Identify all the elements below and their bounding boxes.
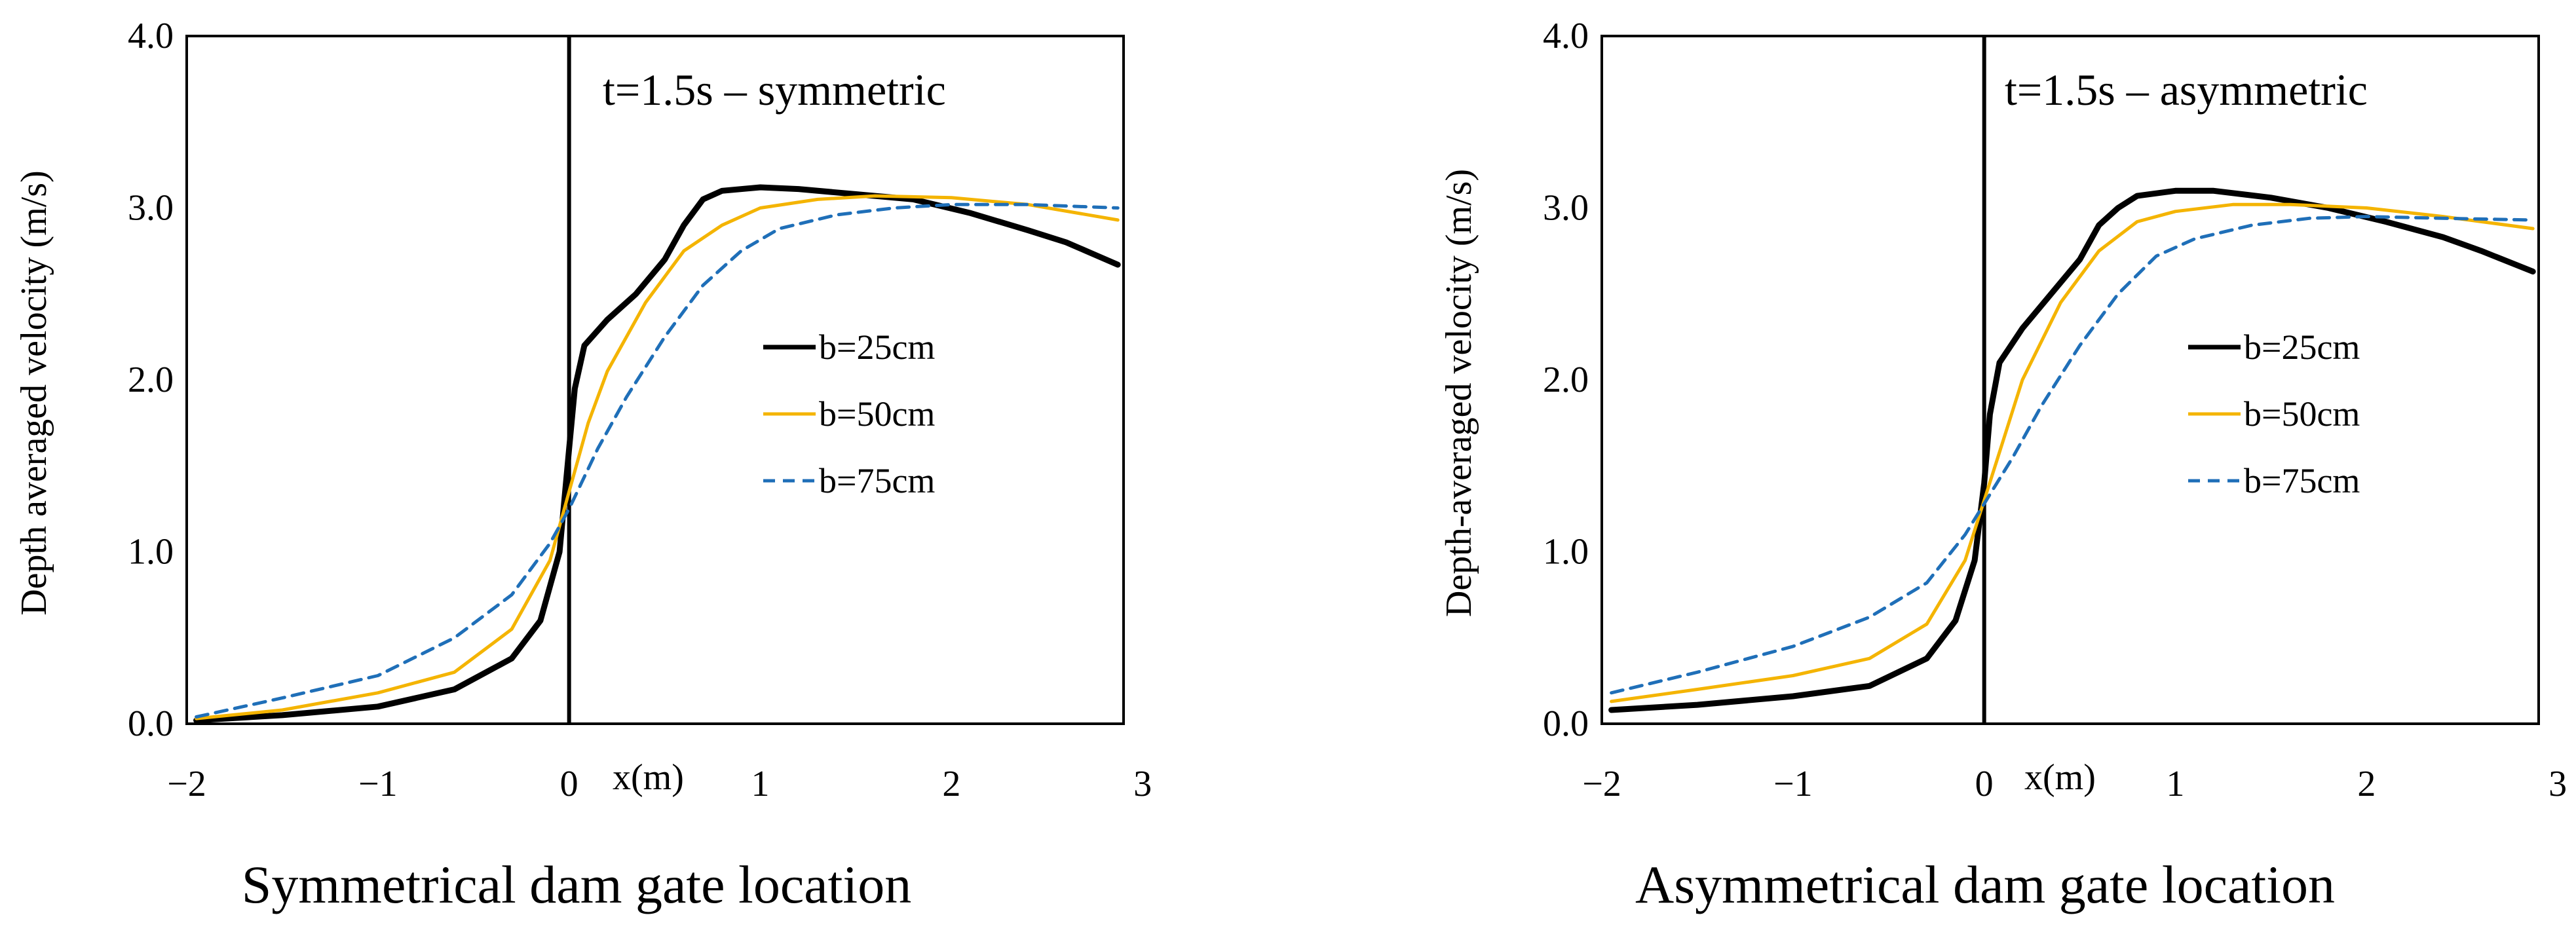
chart-caption: Asymmetrical dam gate location [1635,855,2335,914]
legend-label-b25: b=25cm [819,327,935,367]
series-line-b50cm [195,194,1120,720]
legend-label-b50: b=50cm [819,394,935,434]
series-line-b25cm [193,184,1121,724]
y-tick-label: 2.0 [128,360,174,400]
y-tick-label: 4.0 [1543,16,1589,56]
x-tick-label: 2 [2357,764,2376,804]
x-tick-label: −2 [167,764,206,804]
x-tick-label: 0 [560,764,578,804]
y-axis-label: Depth-averaged velocity (m/s) [1439,169,1479,617]
series-line-b50cm [1610,202,2535,703]
plot-frame [185,35,1125,725]
legend: b=25cm b=50cm b=75cm [2188,327,2360,500]
chart-title: t=1.5s – asymmetric [2005,65,2368,115]
chart-asymmetric: 0.0 1.0 2.0 3.0 4.0 −2 −1 0 1 2 3 t=1.5s – asymmet… [1439,16,2567,914]
x-tick-label: −2 [1582,764,1621,804]
legend: b=25cm b=50cm b=75cm [763,327,935,500]
x-axis-label: x(m) [613,757,684,798]
series-line-b75cm [1610,215,2535,695]
y-tick-label: 2.0 [1543,360,1589,400]
y-tick-label: 0.0 [1543,703,1589,744]
plot-frame [1601,35,2540,725]
x-tick-label: 0 [1975,764,1994,804]
x-tick-label: −1 [358,764,398,804]
y-tick-label: 1.0 [128,532,174,572]
legend-label-b50: b=50cm [2244,394,2360,434]
x-tick-label: 1 [2167,764,2185,804]
x-tick-label: 3 [2548,764,2567,804]
y-tick-label: 3.0 [1543,188,1589,229]
y-axis-label: Depth averaged velocity (m/s) [14,170,54,616]
series-line-b75cm [195,202,1120,719]
x-tick-label: 1 [751,764,770,804]
y-tick-label: 0.0 [128,703,174,744]
legend-label-b75: b=75cm [2244,461,2360,500]
y-tick-label: 3.0 [128,188,174,229]
legend-label-b25: b=25cm [2244,327,2360,367]
chart-symmetric: 0.0 1.0 2.0 3.0 4.0 −2 −1 0 1 2 3 t=1.5s – symmetr… [14,16,1152,914]
x-tick-label: 3 [1133,764,1152,804]
chart-caption: Symmetrical dam gate location [242,855,911,914]
x-tick-label: −1 [1773,764,1813,804]
series-line-b25cm [1608,187,2536,713]
y-tick-label: 1.0 [1543,532,1589,572]
legend-label-b75: b=75cm [819,461,935,500]
y-tick-label: 4.0 [128,16,174,56]
x-tick-label: 2 [942,764,960,804]
x-axis-label: x(m) [2024,757,2096,798]
chart-title: t=1.5s – symmetric [603,65,946,115]
